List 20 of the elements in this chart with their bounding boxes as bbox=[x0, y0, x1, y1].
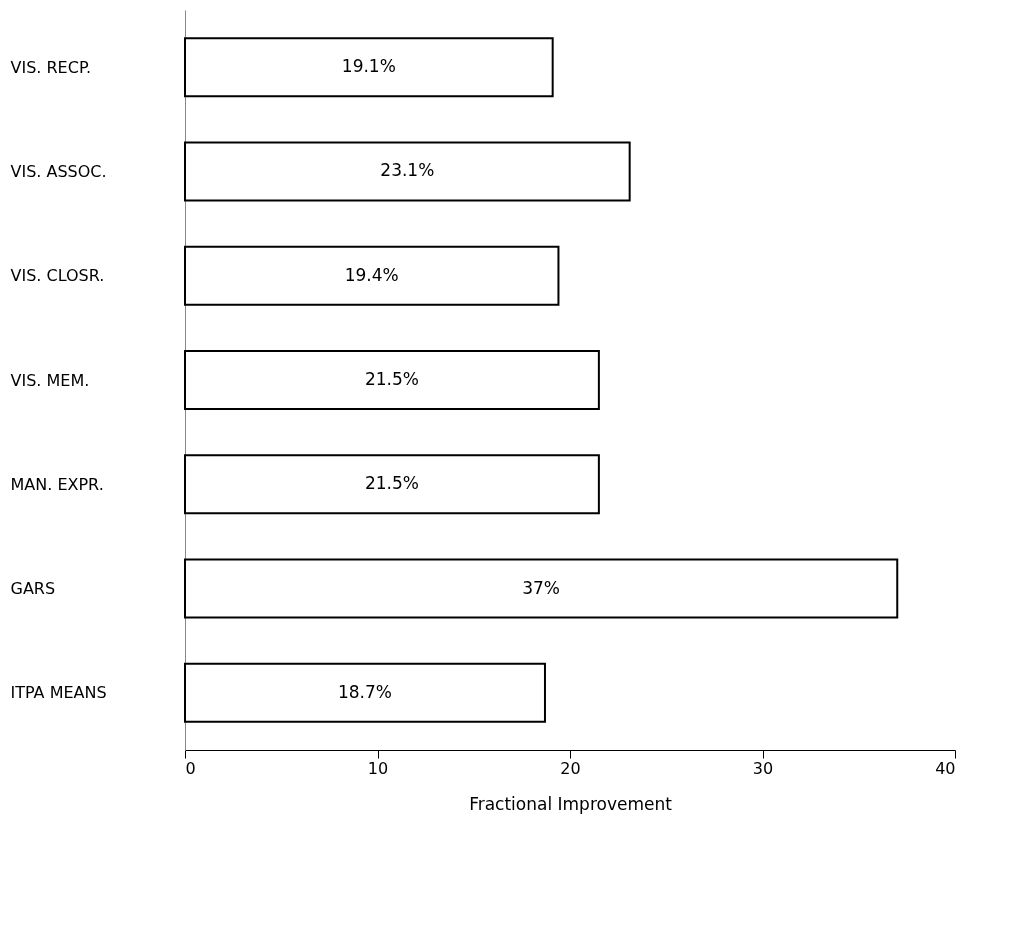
x-tick-label: 10 bbox=[367, 758, 389, 778]
x-tick-label: 40 bbox=[935, 758, 956, 778]
y-tick-label: ITPA MEANS bbox=[10, 683, 107, 703]
data-label: 37% bbox=[522, 577, 561, 598]
y-tick-label: MAN. EXPR. bbox=[10, 474, 104, 494]
y-tick-label: VIS. ASSOC. bbox=[10, 161, 107, 181]
data-label: 19.1% bbox=[341, 56, 396, 77]
data-label: 19.4% bbox=[344, 264, 399, 285]
y-tick-label: GARS bbox=[10, 579, 56, 599]
x-axis-title: Fractional Improvement bbox=[469, 793, 673, 814]
x-tick-label: 0 bbox=[185, 758, 196, 778]
y-tick-label: VIS. MEM. bbox=[10, 370, 90, 390]
x-tick-label: 30 bbox=[752, 758, 774, 778]
x-tick-label: 20 bbox=[560, 758, 581, 778]
data-label: 18.7% bbox=[337, 681, 392, 702]
data-label: 23.1% bbox=[380, 160, 435, 181]
y-tick-label: VIS. RECP. bbox=[10, 57, 92, 77]
data-label: 21.5% bbox=[364, 369, 419, 389]
data-label: 21.5% bbox=[364, 473, 419, 494]
y-tick-label: VIS. CLOSR. bbox=[10, 266, 105, 286]
